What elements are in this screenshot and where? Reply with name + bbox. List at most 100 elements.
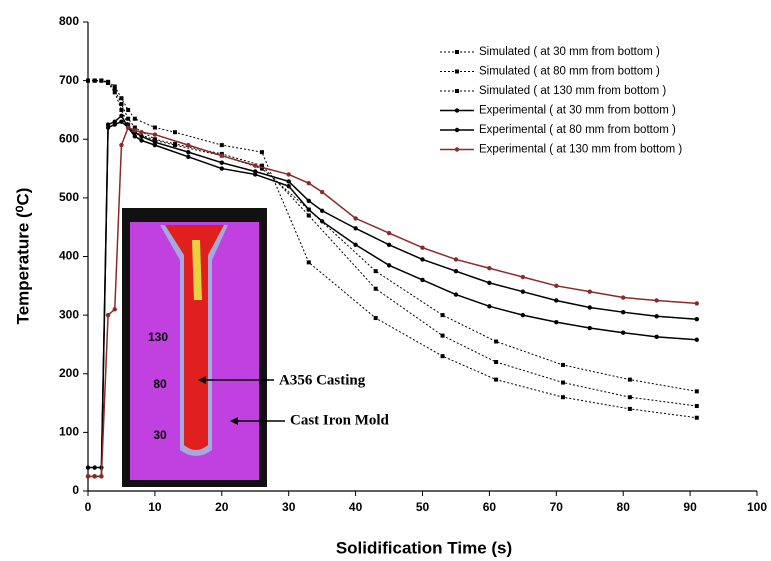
marker xyxy=(319,208,325,213)
marker xyxy=(139,130,144,135)
legend-label: Simulated ( at 30 mm from bottom ) xyxy=(479,46,660,58)
marker xyxy=(587,325,592,331)
marker xyxy=(152,139,158,145)
marker xyxy=(119,113,124,119)
x-tick-label: 90 xyxy=(683,500,697,514)
annotation: 80 xyxy=(153,377,167,391)
marker xyxy=(286,183,291,189)
marker xyxy=(126,107,131,112)
marker xyxy=(253,169,258,174)
y-tick-label: 800 xyxy=(59,14,79,28)
marker xyxy=(306,181,311,186)
marker xyxy=(520,289,526,294)
marker xyxy=(654,334,659,340)
marker xyxy=(219,143,224,148)
marker xyxy=(440,354,445,359)
marker xyxy=(554,298,559,303)
marker xyxy=(494,339,499,344)
x-tick-label: 0 xyxy=(85,500,92,514)
marker xyxy=(453,257,459,262)
marker xyxy=(353,226,358,231)
marker xyxy=(373,316,378,321)
marker xyxy=(587,289,592,294)
legend-label: Simulated ( at 130 mm from bottom ) xyxy=(479,85,666,97)
marker xyxy=(119,102,124,107)
legend-label: Experimental ( at 130 mm from bottom ) xyxy=(479,144,682,156)
marker xyxy=(219,160,224,165)
marker xyxy=(319,219,325,224)
marker xyxy=(694,415,699,420)
marker xyxy=(319,189,325,195)
marker xyxy=(132,134,138,139)
marker xyxy=(92,78,97,83)
marker xyxy=(186,142,191,148)
marker xyxy=(386,230,392,236)
marker xyxy=(92,465,97,470)
marker xyxy=(694,317,699,322)
marker xyxy=(306,213,311,218)
x-axis-title: Solidification Time (s) xyxy=(336,538,512,557)
marker xyxy=(119,142,124,148)
y-tick-label: 400 xyxy=(59,249,79,263)
marker xyxy=(453,268,459,274)
y-axis-title: Temperature (⁰C) xyxy=(13,188,32,325)
marker xyxy=(219,166,224,171)
marker xyxy=(353,242,358,247)
marker xyxy=(306,198,311,204)
marker xyxy=(253,163,258,168)
marker xyxy=(621,295,626,300)
marker xyxy=(132,125,137,130)
marker xyxy=(132,116,137,121)
marker xyxy=(694,301,699,306)
legend-marker xyxy=(455,89,459,93)
marker xyxy=(119,107,124,112)
marker xyxy=(627,406,632,411)
y-tick-label: 200 xyxy=(59,366,79,380)
legend-marker xyxy=(454,147,460,152)
marker xyxy=(627,395,632,400)
x-tick-label: 10 xyxy=(148,500,162,514)
marker xyxy=(119,119,124,124)
marker xyxy=(112,307,117,312)
marker xyxy=(99,474,104,479)
marker xyxy=(487,266,492,271)
marker xyxy=(126,122,131,127)
marker xyxy=(105,125,111,130)
x-tick-label: 100 xyxy=(747,500,767,514)
marker xyxy=(112,122,117,127)
marker xyxy=(92,474,97,479)
legend-label: Experimental ( at 30 mm from bottom ) xyxy=(479,105,676,117)
marker xyxy=(152,132,158,137)
marker xyxy=(85,465,91,470)
legend-marker xyxy=(455,50,459,54)
annotation: 130 xyxy=(148,330,168,344)
marker xyxy=(453,292,459,297)
marker xyxy=(621,330,626,335)
inset-image: 130 80 30 A356 Casting Cast Iron Mold xyxy=(122,208,390,487)
marker xyxy=(112,87,117,92)
marker xyxy=(560,380,565,385)
marker xyxy=(487,304,492,309)
marker xyxy=(520,274,526,280)
marker xyxy=(119,96,124,101)
x-tick-label: 50 xyxy=(416,500,430,514)
arrow-head xyxy=(198,376,206,384)
marker xyxy=(219,153,224,158)
y-tick-label: 0 xyxy=(72,483,79,497)
marker xyxy=(132,128,138,133)
marker xyxy=(560,395,565,400)
marker xyxy=(152,125,157,130)
marker xyxy=(306,207,311,212)
marker xyxy=(694,389,699,394)
marker xyxy=(440,333,445,338)
marker xyxy=(172,130,177,135)
marker xyxy=(259,150,264,155)
y-tick-label: 600 xyxy=(59,131,79,145)
marker xyxy=(420,257,425,262)
marker xyxy=(85,474,91,479)
marker xyxy=(186,149,191,155)
x-tick-label: 80 xyxy=(617,500,631,514)
marker xyxy=(112,84,117,89)
marker xyxy=(306,260,311,265)
